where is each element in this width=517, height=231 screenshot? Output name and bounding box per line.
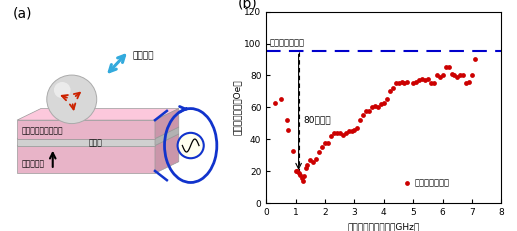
- Point: [333, 131, 341, 135]
- Point: [371, 104, 379, 108]
- Point: [297, 176, 306, 179]
- Point: [356, 118, 364, 122]
- Point: [389, 86, 397, 90]
- Polygon shape: [17, 139, 155, 146]
- Point: [303, 163, 312, 167]
- Circle shape: [178, 133, 204, 158]
- Point: [295, 171, 303, 175]
- Point: [359, 114, 368, 117]
- Point: [284, 128, 293, 132]
- Point: [374, 106, 382, 109]
- Point: [398, 80, 406, 84]
- Point: [336, 131, 344, 135]
- Point: [296, 173, 304, 176]
- Point: [409, 82, 417, 85]
- Point: [324, 141, 332, 144]
- Point: [403, 181, 412, 184]
- Point: [391, 82, 400, 85]
- Point: [400, 82, 408, 85]
- Point: [394, 82, 403, 85]
- Polygon shape: [17, 109, 179, 120]
- Text: (a): (a): [12, 7, 32, 21]
- Point: [462, 82, 470, 85]
- Point: [456, 74, 464, 77]
- Point: [383, 97, 391, 101]
- Text: 超薄膜磁化フリー層: 超薄膜磁化フリー層: [22, 126, 64, 135]
- Point: [379, 101, 388, 104]
- Text: (b): (b): [238, 0, 258, 10]
- Point: [306, 158, 314, 162]
- Point: [309, 160, 317, 164]
- Point: [318, 146, 326, 149]
- Point: [330, 131, 338, 135]
- Point: [283, 118, 291, 122]
- Point: [368, 106, 376, 109]
- Point: [424, 77, 432, 81]
- Text: 高周波電圧無し: 高周波電圧無し: [270, 39, 305, 48]
- Point: [421, 78, 429, 82]
- Text: 80％低減: 80％低減: [303, 116, 331, 125]
- Point: [433, 74, 441, 77]
- Point: [436, 75, 444, 79]
- Point: [415, 78, 423, 82]
- Point: [450, 74, 459, 77]
- Point: [430, 82, 438, 85]
- Point: [465, 80, 473, 84]
- Point: [377, 102, 385, 106]
- Point: [277, 97, 285, 101]
- Text: 外部磁界: 外部磁界: [132, 51, 154, 60]
- Point: [327, 134, 335, 138]
- Point: [412, 80, 420, 84]
- Polygon shape: [155, 127, 179, 146]
- Point: [453, 75, 462, 79]
- Polygon shape: [17, 146, 155, 173]
- Point: [445, 66, 453, 69]
- Point: [300, 174, 309, 178]
- Text: 高周波電圧有り: 高周波電圧有り: [415, 178, 450, 187]
- Point: [353, 126, 361, 130]
- Point: [438, 74, 447, 77]
- Point: [386, 90, 394, 93]
- Point: [321, 141, 329, 144]
- Point: [339, 133, 347, 137]
- Point: [418, 77, 426, 81]
- Point: [288, 149, 297, 152]
- Polygon shape: [17, 127, 179, 139]
- Point: [442, 66, 450, 69]
- Polygon shape: [17, 134, 179, 146]
- Point: [351, 128, 359, 132]
- Text: 磁化参照層: 磁化参照層: [22, 160, 45, 168]
- Point: [312, 157, 321, 160]
- Point: [471, 58, 479, 61]
- X-axis label: 高周波電圧周波数（GHz）: 高周波電圧周波数（GHz）: [348, 223, 420, 231]
- Point: [427, 82, 435, 85]
- Point: [403, 80, 412, 84]
- Point: [271, 101, 279, 104]
- Point: [293, 170, 301, 173]
- Point: [299, 179, 307, 183]
- Point: [362, 109, 370, 112]
- Circle shape: [54, 82, 70, 98]
- Point: [344, 130, 353, 133]
- Polygon shape: [155, 109, 179, 139]
- Y-axis label: 磁化反転磁界（Oe）: 磁化反転磁界（Oe）: [232, 80, 241, 135]
- Point: [315, 150, 323, 154]
- Polygon shape: [17, 120, 155, 139]
- Point: [459, 74, 467, 77]
- Point: [342, 131, 350, 135]
- Circle shape: [47, 75, 97, 124]
- Point: [347, 130, 356, 133]
- Point: [365, 109, 373, 112]
- Point: [468, 74, 476, 77]
- Point: [302, 166, 310, 170]
- Text: 絶縁層: 絶縁層: [88, 138, 102, 147]
- Polygon shape: [155, 134, 179, 173]
- Point: [447, 72, 455, 76]
- Point: [292, 170, 300, 173]
